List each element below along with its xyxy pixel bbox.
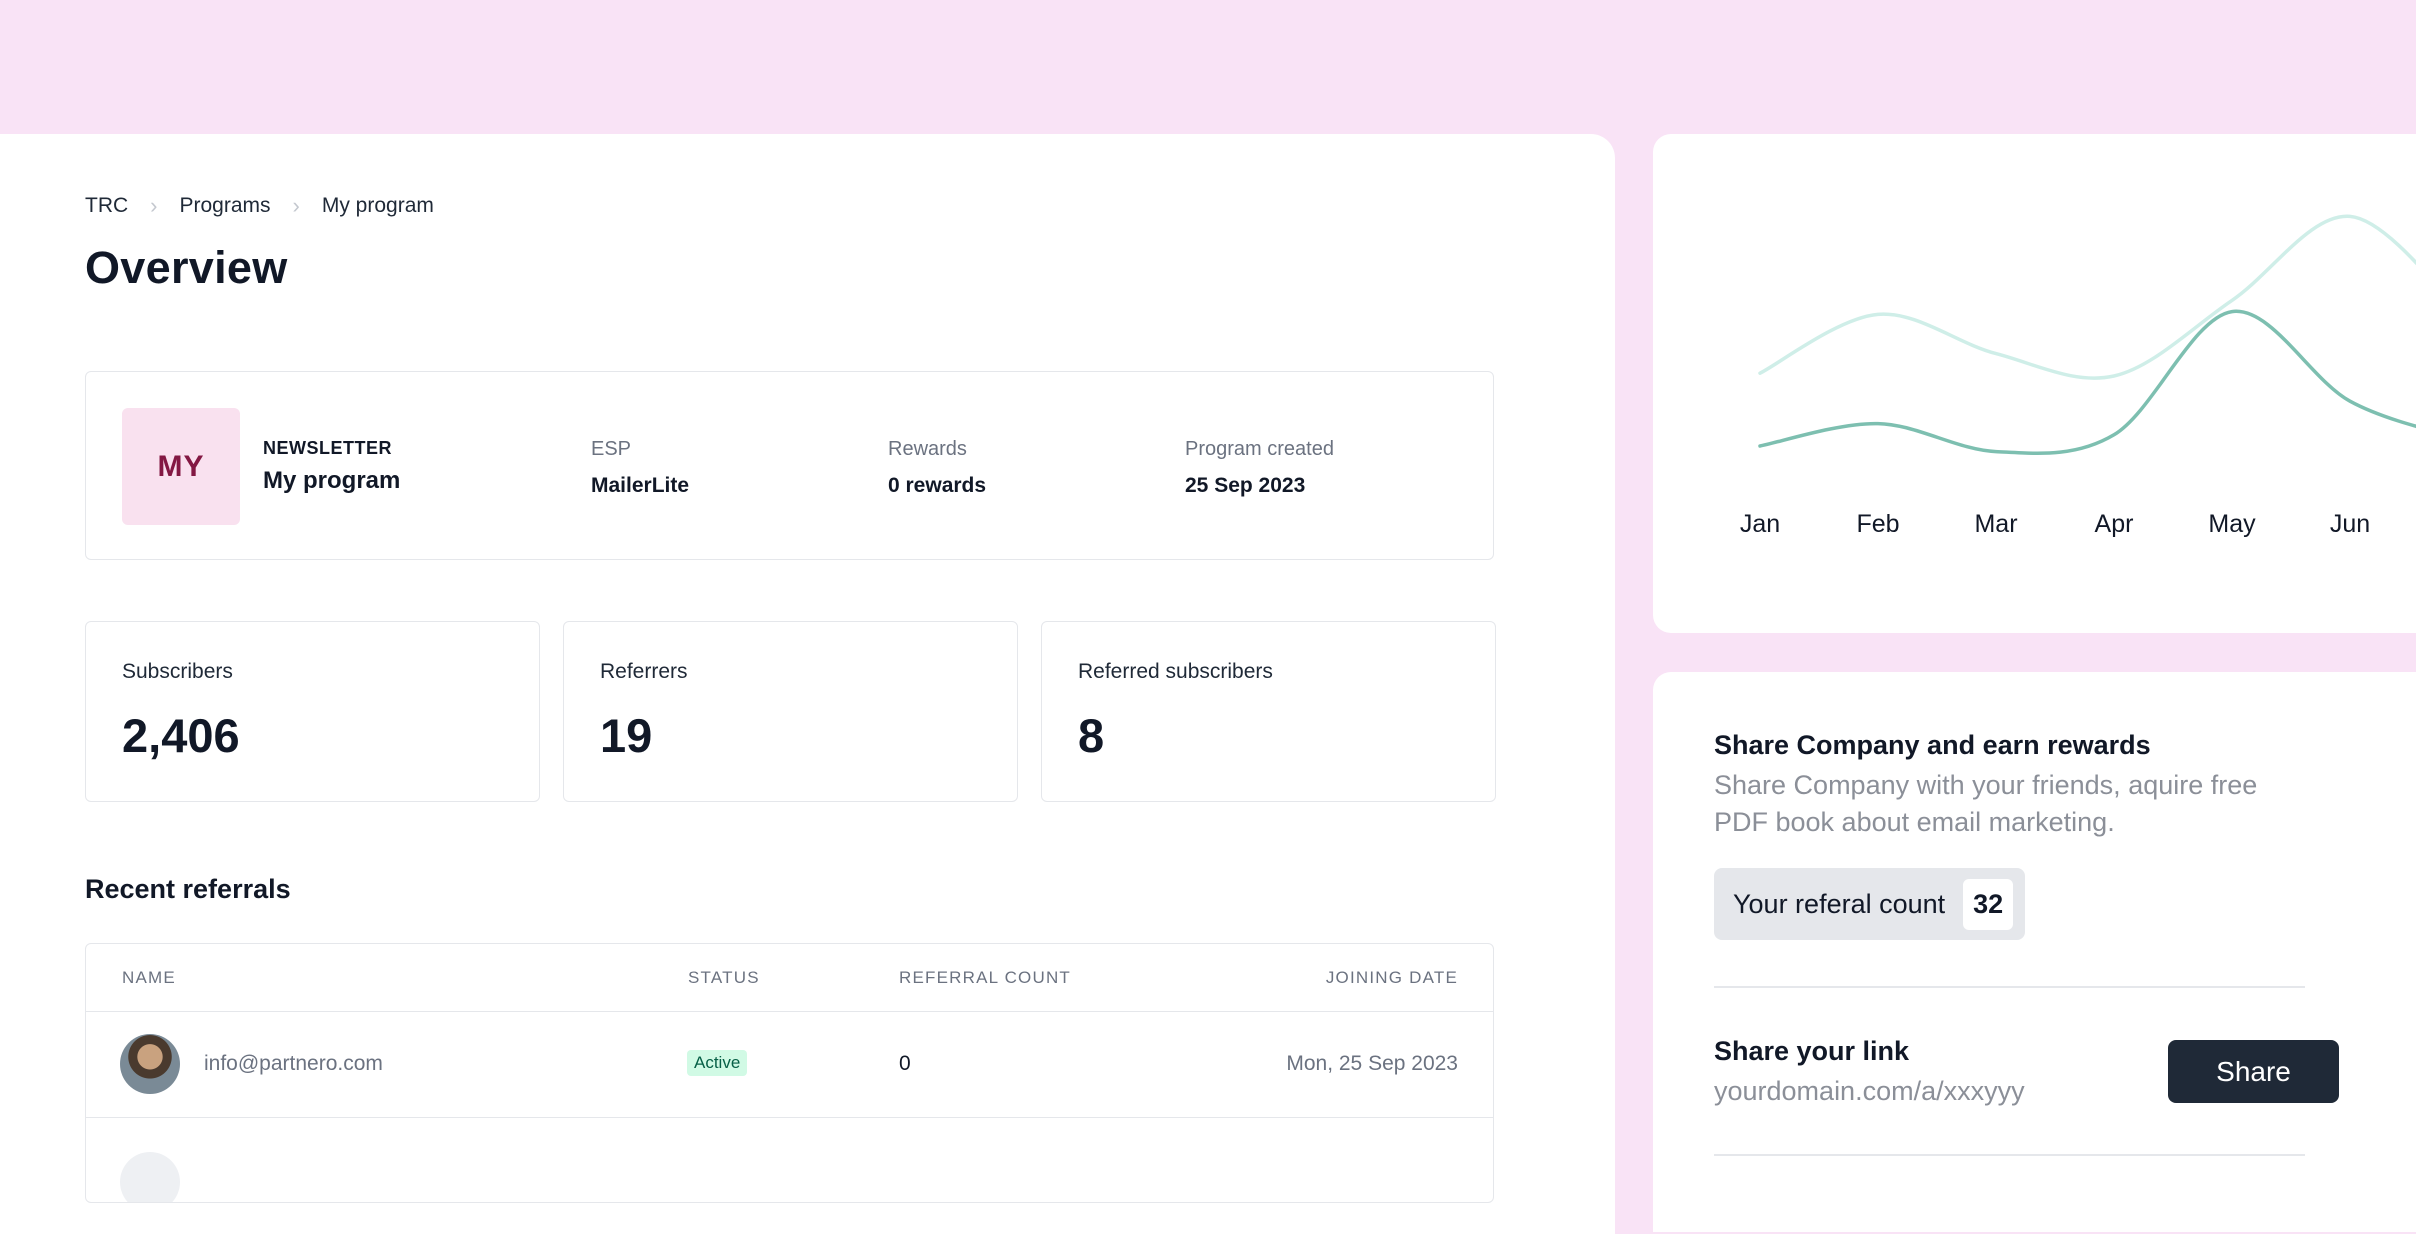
share-panel: Share Company and earn rewards Share Com… xyxy=(1653,672,2416,1232)
status-badge: Active xyxy=(687,1050,748,1076)
x-tick-label: Jan xyxy=(1740,510,1780,538)
program-type: NEWSLETTER xyxy=(263,438,392,458)
line-chart: Jan Feb Mar Apr May Jun xyxy=(1740,214,2416,538)
column-header-name[interactable]: NAME xyxy=(122,968,176,987)
avatar xyxy=(120,1034,180,1094)
referral-count-pill: Your referal count 32 xyxy=(1714,868,2026,940)
avatar xyxy=(120,1152,180,1202)
chart-series-line-0 xyxy=(1758,214,2416,380)
program-created-value: 25 Sep 2023 xyxy=(1185,474,1306,497)
rewards-label: Rewards xyxy=(888,438,967,460)
stat-label: Referred subscribers xyxy=(1078,660,1273,683)
rewards-value: 0 rewards xyxy=(888,474,987,497)
breadcrumb-item-trc[interactable]: TRC xyxy=(85,194,129,217)
x-tick-label: May xyxy=(2208,510,2256,538)
share-button[interactable]: Share xyxy=(2168,1040,2339,1103)
referral-count: 0 xyxy=(899,1052,911,1075)
divider xyxy=(1714,986,2305,988)
chart-panel: Jan Feb Mar Apr May Jun xyxy=(1653,134,2416,633)
table-row[interactable]: info@partnero.com Active 0 Mon, 25 Sep 2… xyxy=(86,1011,1493,1118)
share-link-title: Share your link xyxy=(1714,1036,1910,1066)
breadcrumb-item-my-program[interactable]: My program xyxy=(321,194,434,217)
program-avatar: MY xyxy=(122,408,240,525)
column-header-joining-date[interactable]: JOINING DATE xyxy=(1325,968,1458,987)
program-created-label: Program created xyxy=(1185,438,1334,460)
share-link-url[interactable]: yourdomain.com/a/xxxyyy xyxy=(1714,1076,2025,1106)
x-tick-label: Mar xyxy=(1974,510,2017,538)
stat-card-referred-subscribers: Referred subscribers 8 xyxy=(1041,621,1496,802)
chevron-right-icon: › xyxy=(150,193,158,218)
chart-series-line-1 xyxy=(1758,309,2416,456)
page-title: Overview xyxy=(85,242,288,293)
referral-count-value: 32 xyxy=(1963,878,2014,930)
stat-value: 8 xyxy=(1078,709,1105,762)
share-title: Share Company and earn rewards xyxy=(1714,730,2151,760)
share-description: Share Company with your friends, aquire … xyxy=(1714,770,2258,837)
x-tick-label: Feb xyxy=(1856,510,1899,538)
recent-referrals-title: Recent referrals xyxy=(85,874,291,904)
x-tick-label: Jun xyxy=(2330,510,2370,538)
column-header-status[interactable]: STATUS xyxy=(688,968,760,987)
stat-card-subscribers: Subscribers 2,406 xyxy=(85,621,540,802)
main-panel xyxy=(0,134,1615,1234)
stat-label: Referrers xyxy=(600,660,688,683)
joining-date: Mon, 25 Sep 2023 xyxy=(1286,1052,1458,1075)
table-header: NAME STATUS REFERRAL COUNT JOINING DATE xyxy=(86,944,1493,1012)
x-tick-label: Apr xyxy=(2095,510,2134,538)
stat-label: Subscribers xyxy=(122,660,233,683)
stat-value: 2,406 xyxy=(122,709,240,762)
esp-label: ESP xyxy=(591,438,632,460)
program-card: MY NEWSLETTER My program ESP MailerLite … xyxy=(85,371,1494,560)
divider xyxy=(1714,1154,2305,1156)
breadcrumb: TRC › Programs › My program xyxy=(85,193,434,219)
chevron-right-icon: › xyxy=(292,193,300,218)
referral-email[interactable]: info@partnero.com xyxy=(204,1052,383,1075)
breadcrumb-item-programs[interactable]: Programs xyxy=(179,194,271,217)
referrals-table: NAME STATUS REFERRAL COUNT JOINING DATE … xyxy=(85,943,1494,1203)
esp-value: MailerLite xyxy=(591,474,690,497)
referral-count-label: Your referal count xyxy=(1733,888,1946,919)
stat-card-referrers: Referrers 19 xyxy=(563,621,1018,802)
column-header-referral-count[interactable]: REFERRAL COUNT xyxy=(899,968,1072,987)
stat-value: 19 xyxy=(600,709,653,762)
program-name: My program xyxy=(263,467,401,494)
